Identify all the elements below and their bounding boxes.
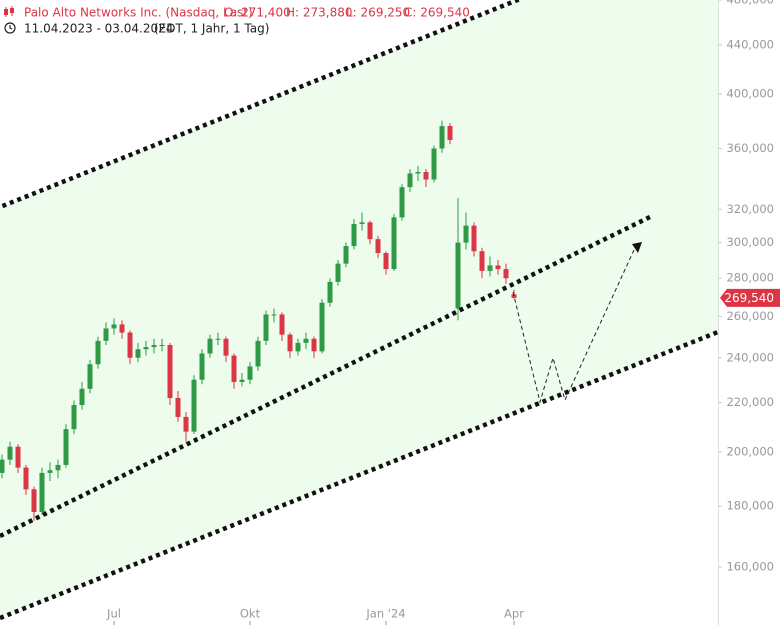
subtitle: 11.04.2023 - 03.04.2024: [24, 22, 173, 36]
candle-body: [159, 345, 165, 347]
candle-body: [495, 265, 501, 270]
y-tick-label: 320,000: [726, 202, 774, 216]
candle-body: [423, 171, 429, 180]
candle-body: [191, 379, 197, 432]
candle-body: [319, 302, 325, 352]
candle-body: [287, 334, 293, 352]
candle-body: [511, 294, 517, 298]
candle-body: [327, 281, 333, 303]
y-tick-label: 180,000: [726, 499, 774, 513]
candle-body: [463, 225, 469, 243]
y-tick-label: 400,000: [726, 87, 774, 101]
candle-body: [199, 353, 205, 380]
x-tick-label: Jul: [106, 607, 121, 621]
channel-area: [0, 0, 718, 618]
candle-body: [263, 314, 269, 341]
candle-body: [383, 253, 389, 270]
y-tick-label: 200,000: [726, 444, 774, 458]
candle-body: [143, 347, 149, 350]
x-tick-label: Apr: [504, 607, 524, 621]
candle-body: [431, 148, 437, 180]
candle-body: [223, 338, 229, 356]
y-tick-label: 360,000: [726, 141, 774, 155]
x-tick-label: Okt: [240, 607, 261, 621]
ohlc-low: L: 269,250: [346, 6, 410, 20]
ohlc-high: H: 273,880: [286, 6, 353, 20]
candle-body: [367, 222, 373, 240]
y-tick-label: 300,000: [726, 235, 774, 249]
candle-body: [0, 459, 5, 473]
candle-body: [255, 340, 261, 367]
candle-body: [359, 222, 365, 224]
candle-body: [343, 246, 349, 264]
y-tick-label: 240,000: [726, 350, 774, 364]
candle-body: [375, 239, 381, 254]
subtitle-note: (EDT, 1 Jahr, 1 Tag): [154, 22, 269, 36]
x-tick-label: Jan '24: [365, 607, 405, 621]
candle-body: [335, 263, 341, 282]
y-tick-label: 480,000: [726, 0, 774, 7]
candle-body: [23, 467, 29, 490]
candle-body: [391, 217, 397, 270]
forecast-arrowhead: [632, 242, 642, 253]
plot: [0, 120, 517, 521]
candle-body: [399, 187, 405, 218]
candle-body: [103, 328, 109, 341]
y-tick-label: 260,000: [726, 309, 774, 323]
y-tick-label: 440,000: [726, 37, 774, 51]
candle-body: [215, 338, 221, 340]
candle-body: [71, 405, 77, 430]
legend-icon: [4, 6, 16, 34]
candle-body: [151, 345, 157, 348]
candle-body: [167, 345, 173, 398]
candle-body: [79, 388, 85, 406]
candle-body: [183, 416, 189, 432]
y-tick-label: 160,000: [726, 560, 774, 574]
candle-body: [95, 340, 101, 365]
candle-body: [471, 225, 477, 252]
candle-body: [119, 324, 125, 333]
y-tick-label: 280,000: [726, 271, 774, 285]
ohlc-close: C: 269,540: [404, 6, 470, 20]
middle-channel-line: [0, 213, 653, 539]
candle-body: [503, 269, 509, 279]
chart-title: Palo Alto Networks Inc. (Nasdaq, Last): [24, 6, 253, 20]
candle-body: [295, 342, 301, 352]
candle-body: [415, 171, 421, 174]
candle-body: [271, 314, 277, 316]
candle-body: [63, 429, 69, 465]
price-tag: [720, 288, 780, 307]
candle-body: [7, 446, 13, 460]
price-tag-label: 269,540: [724, 291, 774, 305]
candle-body: [311, 338, 317, 352]
y-tick-label: 220,000: [726, 395, 774, 409]
candle-body: [487, 265, 493, 271]
candle-body: [135, 349, 141, 358]
candle-body: [15, 446, 21, 468]
candle-body: [479, 251, 485, 271]
candle-body: [279, 314, 285, 335]
candle-body: [351, 223, 357, 247]
candle-body: [239, 379, 245, 382]
candle-body: [31, 489, 37, 512]
candle-body: [231, 355, 237, 382]
lower-channel-line: [0, 329, 719, 621]
candle-body: [455, 242, 461, 309]
candle-body: [55, 464, 61, 471]
candle-body: [303, 338, 309, 343]
candle-body: [175, 397, 181, 417]
candle-body: [87, 364, 93, 389]
candle-body: [127, 332, 133, 358]
ohlc-open: O: 271,400: [224, 6, 291, 20]
upper-channel-line: [0, 0, 524, 210]
candle-body: [111, 324, 117, 329]
candle-body: [207, 338, 213, 354]
candle-body: [39, 472, 45, 512]
candle-body: [447, 126, 453, 140]
candle-body: [407, 173, 413, 188]
candle-body: [47, 470, 53, 473]
candle-body: [439, 126, 445, 149]
candle-body: [247, 366, 253, 380]
